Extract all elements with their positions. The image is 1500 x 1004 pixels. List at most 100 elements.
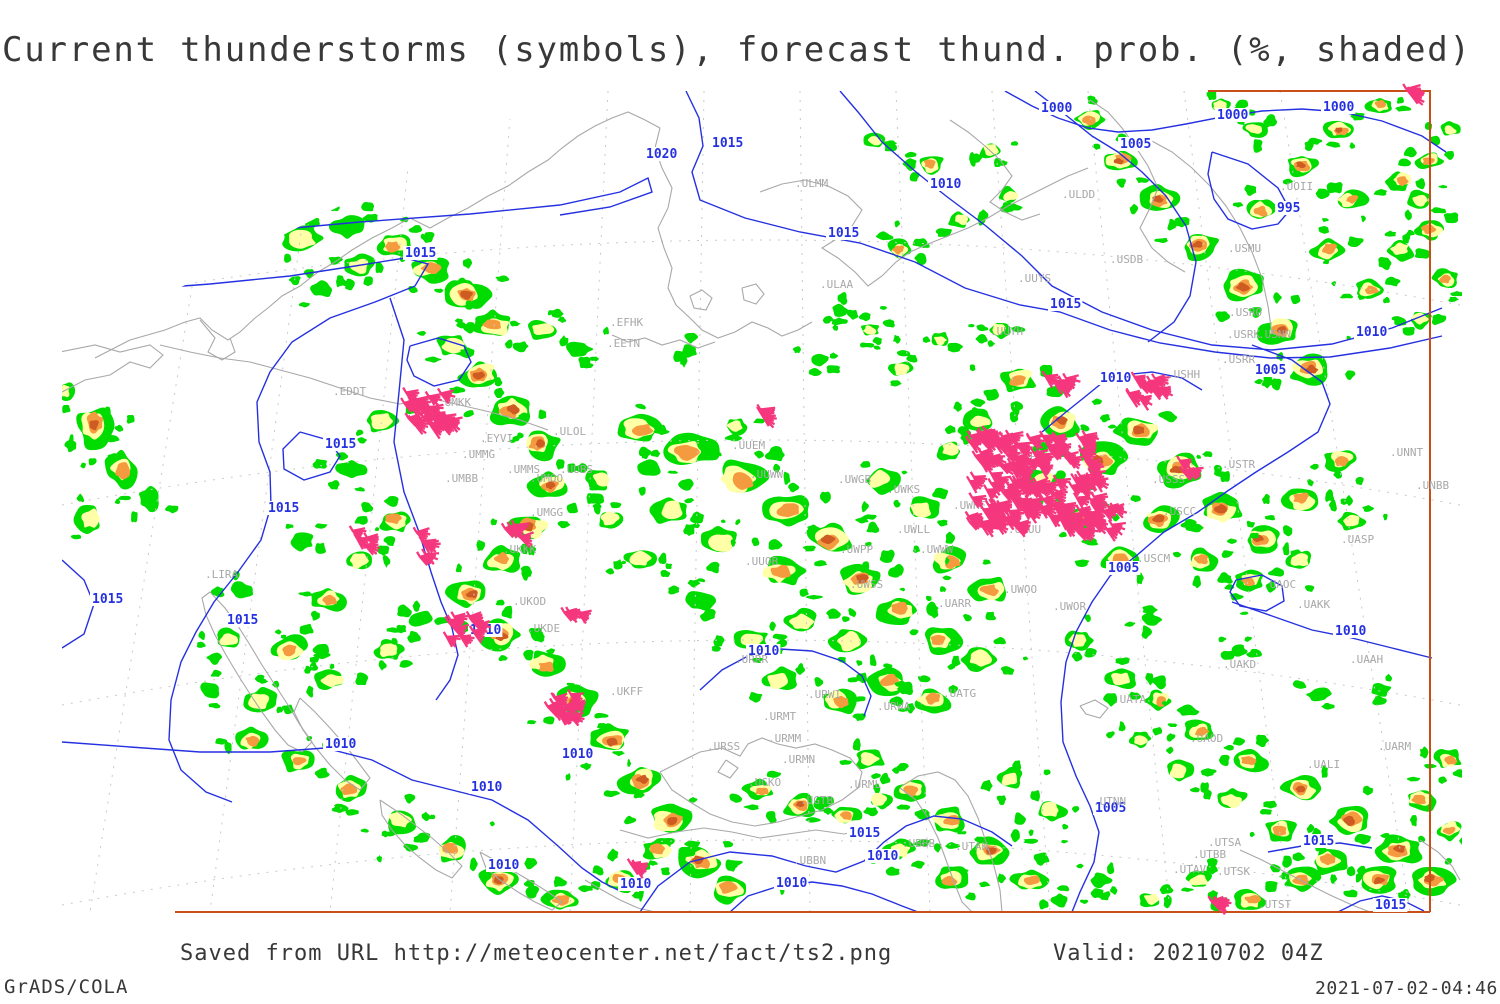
isobar-label: 1010	[930, 177, 961, 192]
isobar-label: 1010	[1335, 624, 1366, 639]
map-layers	[39, 90, 1482, 923]
station-label: .USRO	[1229, 306, 1262, 319]
render-timestamp: 2021-07-02-04:46	[1315, 978, 1498, 999]
station-label: .UARM	[1378, 740, 1411, 753]
station-label: .URWI	[808, 688, 841, 701]
isobar-label: 1015	[405, 246, 436, 261]
station-label: .ULAA	[820, 278, 853, 291]
station-label: .UBBB	[902, 837, 935, 850]
station-label: .UOII	[1280, 180, 1313, 193]
station-label: .UTNN	[1093, 795, 1126, 808]
station-label: .USHH	[1167, 368, 1200, 381]
valid-time-text: Valid: 20210702 04Z	[1053, 941, 1324, 966]
station-label: .UMBB	[445, 472, 478, 485]
station-label: .UAAH	[1350, 653, 1383, 666]
isobar-label: 1005	[1108, 561, 1139, 576]
station-label: .URMN	[782, 753, 815, 766]
station-label: .UKDE	[527, 622, 560, 635]
saved-from-url-text: Saved from URL http://meteocenter.net/fa…	[180, 941, 892, 966]
station-label: .UUOB	[745, 555, 778, 568]
thunderstorm-icon	[1075, 527, 1091, 541]
isobar-label: 1010	[562, 747, 593, 762]
station-label: .UAOD	[1190, 732, 1223, 745]
station-label: .URRR	[735, 653, 768, 666]
station-label: .UAOC	[1263, 578, 1296, 591]
station-label: .URMM	[768, 732, 801, 745]
station-label: .USRK	[1227, 328, 1260, 341]
station-label: .UUBS	[560, 463, 593, 476]
station-label: .UKFF	[610, 685, 643, 698]
station-label: .UWPP	[840, 543, 873, 556]
station-label: .UGTB	[800, 794, 833, 807]
station-label: .UTBB	[1193, 848, 1226, 861]
station-label: .UUWW	[750, 468, 783, 481]
station-label: .EYVI	[480, 432, 513, 445]
station-label: .UTAK	[955, 840, 988, 853]
station-label: .EETN	[607, 337, 640, 350]
station-label: .USRR	[1222, 353, 1255, 366]
thunderstorm-icon	[1132, 372, 1146, 388]
isobar-label: 1005	[1120, 137, 1151, 152]
station-label: .USMU	[1228, 242, 1261, 255]
station-label: .ULMM	[795, 177, 828, 190]
station-label: .UWOO	[1004, 583, 1037, 596]
isobar-label: 1020	[646, 147, 677, 162]
station-label: .UTAV	[1173, 863, 1206, 876]
station-label: .UWOR	[1053, 600, 1086, 613]
station-label: .UATG	[943, 687, 976, 700]
station-label: .UATA	[1113, 693, 1146, 706]
station-label: .USNN	[1258, 328, 1291, 341]
isobar-label: 1015	[712, 136, 743, 151]
isobar-label: 1010	[1100, 371, 1131, 386]
station-label: .UTST	[1258, 898, 1291, 911]
station-label: .URMT	[763, 710, 796, 723]
station-label: .UWSS	[850, 578, 883, 591]
isobar-label: 1015	[92, 592, 123, 607]
station-label: .USCM	[1137, 552, 1170, 565]
station-label: .UNNT	[1390, 446, 1423, 459]
station-label: .ULDD	[1062, 188, 1095, 201]
isobar-label: 1005	[1255, 363, 1286, 378]
station-label: .UMMG	[462, 448, 495, 461]
station-label: .UUEM	[732, 439, 765, 452]
station-label: .EDDT	[333, 385, 366, 398]
station-label: .UWWW	[920, 543, 953, 556]
station-label: .UAKK	[1297, 598, 1330, 611]
isobar-label: 1010	[488, 858, 519, 873]
isobar-label: 1015	[1050, 297, 1081, 312]
station-label: .USCC	[1163, 505, 1196, 518]
station-label: .UMOO	[530, 472, 563, 485]
station-label: .UAKD	[1223, 658, 1256, 671]
station-label: .LIRA	[205, 568, 238, 581]
grads-cola-credit: GrADS/COLA	[4, 976, 128, 998]
station-label: .UWKS	[887, 483, 920, 496]
isobar-label: 1015	[828, 226, 859, 241]
isobar-label: 995	[1277, 201, 1300, 216]
station-label: .UKOD	[513, 595, 546, 608]
isobar-label: 1000	[1217, 108, 1248, 123]
station-label: .UBBN	[793, 854, 826, 867]
station-label: .UGKO	[748, 776, 781, 789]
isobar-label: 1015	[227, 613, 258, 628]
station-label: .USTR	[1222, 458, 1255, 471]
isobar-label: 1010	[1356, 325, 1387, 340]
isobar-label: 1010	[776, 876, 807, 891]
station-label: .USDB	[1110, 253, 1143, 266]
station-label: .UTSK	[1217, 865, 1250, 878]
isobar-label: 1010	[620, 877, 651, 892]
station-label: .UUYS	[1018, 272, 1051, 285]
station-label: .UWGB	[838, 473, 871, 486]
station-label: .UASP	[1341, 533, 1374, 546]
isobar-label: 1015	[1303, 834, 1334, 849]
station-label: .URML	[848, 778, 881, 791]
isobar-label: 1015	[325, 437, 356, 452]
station-label: .URSS	[707, 740, 740, 753]
isobar-label: 1000	[1041, 101, 1072, 116]
station-label: .UUYH	[990, 325, 1023, 338]
station-label: .USSS	[1152, 473, 1185, 486]
isobar-label: 1015	[849, 826, 880, 841]
isobar-label: 1010	[867, 849, 898, 864]
